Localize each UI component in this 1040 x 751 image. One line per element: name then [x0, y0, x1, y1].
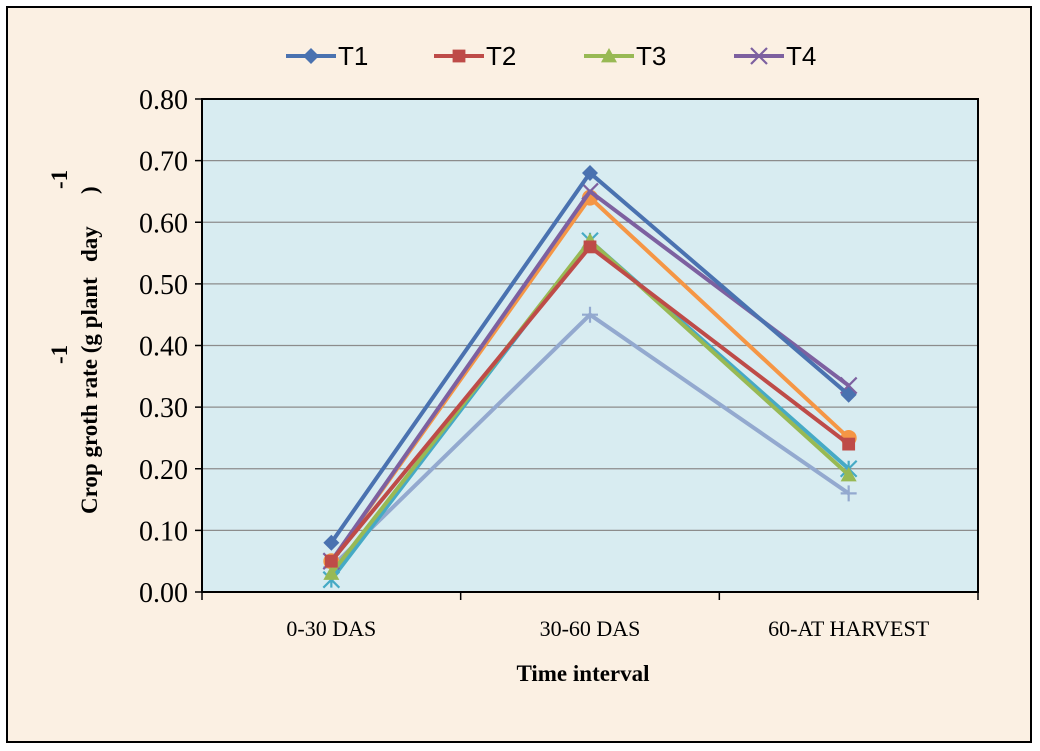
data-point [840, 485, 857, 502]
y-tick-label: 0.70 [139, 147, 188, 178]
y-tick-label: 0.20 [139, 455, 188, 486]
series-t1 [323, 164, 857, 551]
data-point [324, 554, 338, 568]
y-axis-title-main: Crop groth rate (g plant [77, 277, 102, 514]
data-point [582, 306, 598, 323]
legend-item-t2: T2 [434, 41, 516, 71]
data-point [581, 182, 599, 201]
x-tick-label: 30-60 DAS [540, 616, 641, 641]
data-point [840, 466, 857, 482]
y-axis-title: Crop groth rate (g plant -1 day -1 ) [47, 170, 102, 514]
x-tick-label: 60-AT HARVEST [768, 616, 930, 641]
data-point [601, 48, 617, 63]
data-point [303, 48, 319, 64]
y-tick-label: 0.10 [139, 516, 188, 547]
legend-label: T2 [486, 41, 516, 71]
y-axis-title-day: day [77, 226, 102, 262]
y-tick-label: 0.50 [139, 270, 188, 301]
y-axis-title-sup-2: -1 [47, 170, 72, 189]
y-tick-label: 0.40 [139, 332, 188, 363]
y-axis-title-sup-1: -1 [47, 345, 72, 364]
x-tick-label: 0-30 DAS [286, 616, 376, 641]
data-point [840, 386, 857, 403]
y-axis-title-close: ) [77, 186, 102, 194]
data-point [582, 164, 598, 181]
series-t2 [324, 240, 856, 568]
data-point [323, 534, 340, 551]
legend-item-t1: T1 [286, 41, 368, 71]
legend-item-t4: T4 [734, 41, 816, 71]
legend-label: T1 [338, 41, 368, 71]
data-point [583, 240, 597, 254]
x-axis-title: Time interval [516, 661, 649, 686]
y-tick-label: 0.60 [139, 208, 188, 239]
legend-label: T3 [636, 41, 666, 71]
data-point [323, 565, 340, 580]
y-tick-label: 0.00 [139, 578, 188, 609]
data-point [842, 437, 856, 451]
y-tick-label: 0.30 [139, 393, 188, 424]
legend-label: T4 [786, 41, 816, 71]
legend-item-t3: T3 [584, 41, 666, 71]
data-point [452, 49, 466, 63]
y-tick-label: 0.80 [139, 85, 188, 116]
data-point [750, 47, 768, 65]
